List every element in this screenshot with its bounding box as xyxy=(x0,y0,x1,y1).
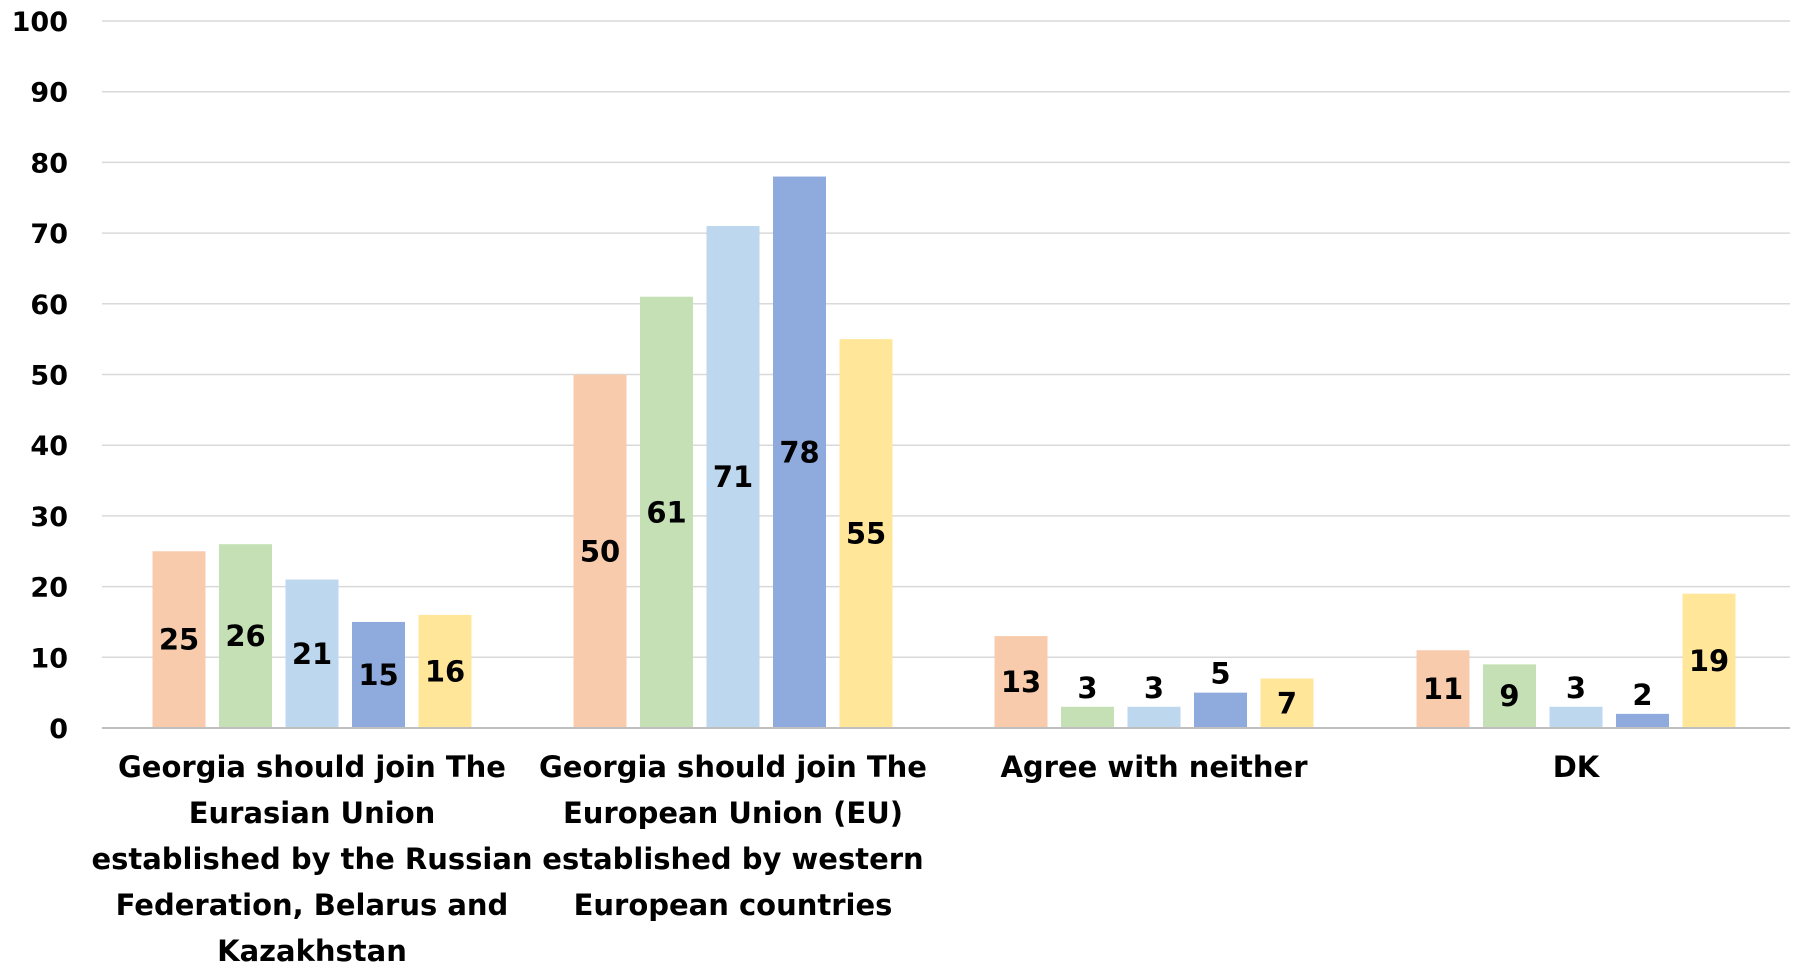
data-label-s4-c2: 78 xyxy=(779,435,819,469)
y-tick-label-70: 70 xyxy=(30,219,68,250)
data-label-s3-c4: 3 xyxy=(1566,671,1586,705)
y-tick-label-90: 90 xyxy=(30,78,68,109)
data-label-s2-c3: 3 xyxy=(1077,671,1097,705)
data-label-s1-c1: 25 xyxy=(159,623,199,657)
bar-s1-c4 xyxy=(1416,650,1470,728)
bar-s5-c4 xyxy=(1682,593,1736,728)
data-labels: 25 50 13 11 26 61 3 9 21 71 3 3 15 78 5 2 16 55 7 19 xyxy=(159,435,1729,720)
bar-s4-c2 xyxy=(773,176,826,729)
x-category-label-1-line-4: Federation, Belarus and xyxy=(116,888,509,922)
x-category-label-2-line-4: European countries xyxy=(574,888,893,922)
y-tick-label-0: 0 xyxy=(49,714,68,745)
x-category-label-2-line-3: established by western xyxy=(542,842,923,876)
y-tick-label-50: 50 xyxy=(30,361,68,392)
x-category-label-3-line-1: Agree with neither xyxy=(1000,750,1308,784)
data-label-s2-c4: 9 xyxy=(1499,679,1519,713)
bar-s2-c4 xyxy=(1483,664,1536,728)
bar-s4-c1 xyxy=(352,621,405,728)
y-tick-label-40: 40 xyxy=(30,431,68,462)
data-label-s4-c4: 2 xyxy=(1632,678,1652,712)
bar-s1-c2 xyxy=(573,374,627,728)
x-category-label-1-line-1: Georgia should join The xyxy=(118,750,506,784)
x-axis-category-labels: Georgia should join The Eurasian Union est… xyxy=(91,750,1600,968)
data-label-s3-c2: 71 xyxy=(713,460,753,494)
bar-s2-c2 xyxy=(640,296,693,728)
y-axis-tick-labels: 0 10 20 30 40 50 60 70 80 90 100 xyxy=(12,7,68,745)
bar-s5-c3 xyxy=(1260,678,1314,728)
data-label-s4-c1: 15 xyxy=(358,658,398,692)
bar-s4-c4 xyxy=(1616,713,1669,728)
y-tick-label-100: 100 xyxy=(12,7,68,38)
data-label-s1-c2: 50 xyxy=(580,534,620,568)
x-category-label-2-line-2: European Union (EU) xyxy=(563,796,903,830)
x-category-label-4: DK xyxy=(1553,750,1601,784)
y-tick-label-10: 10 xyxy=(30,643,68,674)
bar-s3-c1 xyxy=(285,579,339,728)
bar-s4-c3 xyxy=(1194,692,1247,728)
data-label-s5-c1: 16 xyxy=(425,654,465,688)
x-category-label-1-line-5: Kazakhstan xyxy=(217,934,407,968)
y-tick-label-80: 80 xyxy=(30,148,68,179)
x-category-label-2-line-1: Georgia should join The xyxy=(539,750,927,784)
y-tick-label-60: 60 xyxy=(30,290,68,321)
x-category-label-4-line-1: DK xyxy=(1553,750,1601,784)
data-label-s5-c3: 7 xyxy=(1277,686,1297,720)
gridlines xyxy=(102,20,1790,659)
bar-s3-c2 xyxy=(706,226,760,728)
data-label-s5-c2: 55 xyxy=(846,517,886,551)
bars xyxy=(152,176,1736,729)
bar-s1-c1 xyxy=(152,551,206,728)
y-tick-label-30: 30 xyxy=(30,502,68,533)
data-label-s3-c3: 3 xyxy=(1144,671,1164,705)
x-category-label-1: Georgia should join The Eurasian Union est… xyxy=(91,750,532,968)
bar-s2-c3 xyxy=(1061,706,1114,728)
data-label-s2-c2: 61 xyxy=(646,495,686,529)
y-tick-label-20: 20 xyxy=(30,573,68,604)
x-category-label-1-line-3: established by the Russian xyxy=(91,842,532,876)
data-label-s1-c4: 11 xyxy=(1423,672,1463,706)
x-category-label-3: Agree with neither xyxy=(1000,750,1308,784)
bar-s2-c1 xyxy=(219,544,272,728)
data-label-s2-c1: 26 xyxy=(225,619,265,653)
data-label-s1-c3: 13 xyxy=(1001,665,1041,699)
bar-s1-c3 xyxy=(994,636,1048,728)
bar-s3-c4 xyxy=(1549,706,1603,728)
bar-s5-c2 xyxy=(839,339,893,728)
x-category-label-1-line-2: Eurasian Union xyxy=(189,796,436,830)
x-category-label-2: Georgia should join The European Union (E… xyxy=(539,750,927,922)
bar-s3-c3 xyxy=(1127,706,1181,728)
data-label-s3-c1: 21 xyxy=(292,637,332,671)
data-label-s5-c4: 19 xyxy=(1689,644,1729,678)
bar-s5-c1 xyxy=(418,614,472,728)
data-label-s4-c3: 5 xyxy=(1210,657,1230,691)
